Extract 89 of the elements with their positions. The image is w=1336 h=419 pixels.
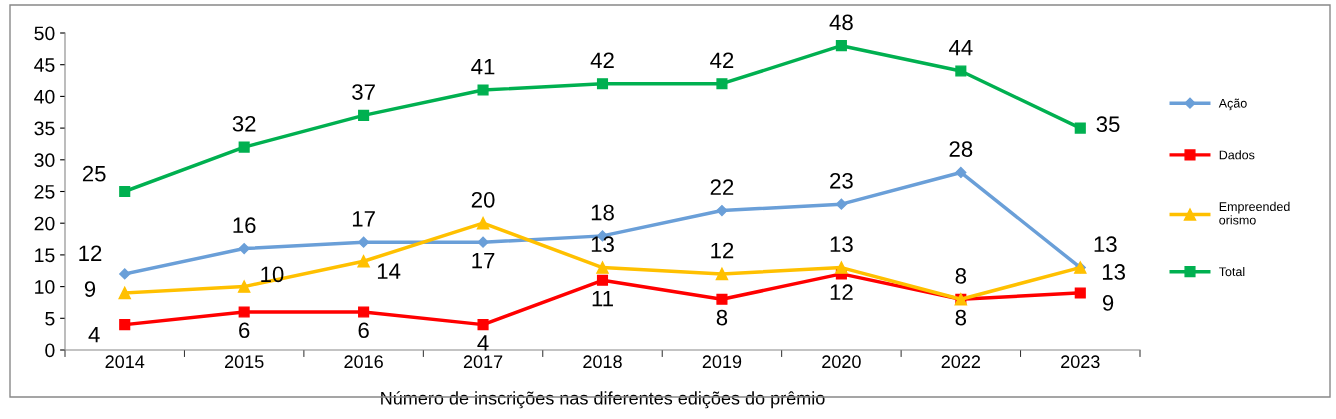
data-label: 9 xyxy=(84,281,96,297)
point xyxy=(1074,122,1086,134)
data-label: 48 xyxy=(829,14,853,31)
point xyxy=(955,65,967,77)
legend-label: Empreended orismo xyxy=(1219,201,1290,225)
data-label: 17 xyxy=(352,211,375,227)
point xyxy=(596,261,609,274)
y-tick-label: 20 xyxy=(34,216,55,231)
data-label: 4 xyxy=(88,326,100,343)
data-label: 13 xyxy=(830,236,853,253)
point xyxy=(119,185,131,198)
point xyxy=(1074,287,1086,299)
legend-label: Dados xyxy=(1219,150,1255,160)
point xyxy=(835,261,848,274)
x-axis-title: Número de inscrições nas diferentes edições do prêmio xyxy=(381,391,825,409)
x-tick-label: 2018 xyxy=(583,355,622,369)
data-label: 8 xyxy=(716,309,728,326)
point xyxy=(118,286,131,300)
y-tick-label: 45 xyxy=(34,58,55,72)
point xyxy=(357,254,370,268)
data-label: 6 xyxy=(358,322,369,339)
data-label: 8 xyxy=(955,309,967,326)
y-tick-label: 25 xyxy=(34,184,55,199)
point xyxy=(237,280,251,293)
data-label: 17 xyxy=(472,252,495,269)
y-tick-label: 35 xyxy=(34,121,55,136)
point xyxy=(596,78,609,90)
point xyxy=(715,267,729,281)
data-label: 32 xyxy=(232,115,256,132)
data-label: 9 xyxy=(1102,295,1114,311)
point xyxy=(238,141,250,153)
data-label: 12 xyxy=(79,245,102,261)
data-label: 12 xyxy=(711,242,734,259)
data-label: 12 xyxy=(830,284,853,300)
data-label: 44 xyxy=(948,40,973,56)
y-tick-label: 5 xyxy=(45,311,55,326)
x-tick-label: 2023 xyxy=(1061,355,1100,369)
data-label: 11 xyxy=(592,290,613,307)
point xyxy=(238,306,250,318)
legend-label: Total xyxy=(1219,266,1245,277)
data-label: 22 xyxy=(710,179,734,195)
data-label: 41 xyxy=(471,59,495,75)
point xyxy=(358,109,370,121)
data-label: 25 xyxy=(82,165,106,182)
data-label: 4 xyxy=(477,335,489,351)
point xyxy=(596,274,609,286)
point xyxy=(716,293,728,305)
x-tick-label: 2017 xyxy=(463,355,503,369)
y-tick-label: 0 xyxy=(45,343,55,358)
data-label: 13 xyxy=(1102,264,1125,280)
point xyxy=(238,242,250,255)
point xyxy=(477,319,489,331)
data-label: 8 xyxy=(955,268,967,284)
data-label: 23 xyxy=(830,172,853,189)
data-label: 10 xyxy=(261,266,284,283)
x-tick-label: 2014 xyxy=(105,355,145,369)
data-label: 37 xyxy=(352,84,375,100)
point xyxy=(835,40,847,52)
point xyxy=(119,319,131,331)
data-label: 18 xyxy=(591,204,614,221)
point xyxy=(476,216,490,230)
x-tick-label: 2020 xyxy=(822,355,861,369)
point xyxy=(716,78,728,90)
y-tick-label: 10 xyxy=(35,280,55,294)
point xyxy=(477,84,489,96)
y-tick-label: 50 xyxy=(34,26,55,41)
data-label: 35 xyxy=(1096,116,1120,133)
x-tick-label: 2019 xyxy=(702,355,742,369)
data-label: 14 xyxy=(377,263,401,279)
x-tick-label: 2016 xyxy=(344,355,383,369)
data-label: 13 xyxy=(591,236,614,253)
y-tick-label: 40 xyxy=(34,89,55,104)
data-label: 42 xyxy=(590,52,614,68)
y-tick-label: 30 xyxy=(34,153,55,168)
data-label: 20 xyxy=(471,191,495,208)
point xyxy=(358,306,370,318)
data-label: 6 xyxy=(239,322,250,339)
point xyxy=(119,268,131,280)
point xyxy=(716,204,728,217)
x-tick-label: 2015 xyxy=(224,355,264,369)
data-label: 16 xyxy=(233,217,256,234)
x-tick-label: 2022 xyxy=(941,355,981,369)
data-label: 28 xyxy=(949,141,973,157)
point xyxy=(955,166,967,179)
y-tick-label: 15 xyxy=(35,248,55,263)
legend-label: Ação xyxy=(1218,98,1247,111)
data-label: 13 xyxy=(1094,236,1117,253)
point xyxy=(477,236,489,248)
data-label: 42 xyxy=(710,52,734,68)
